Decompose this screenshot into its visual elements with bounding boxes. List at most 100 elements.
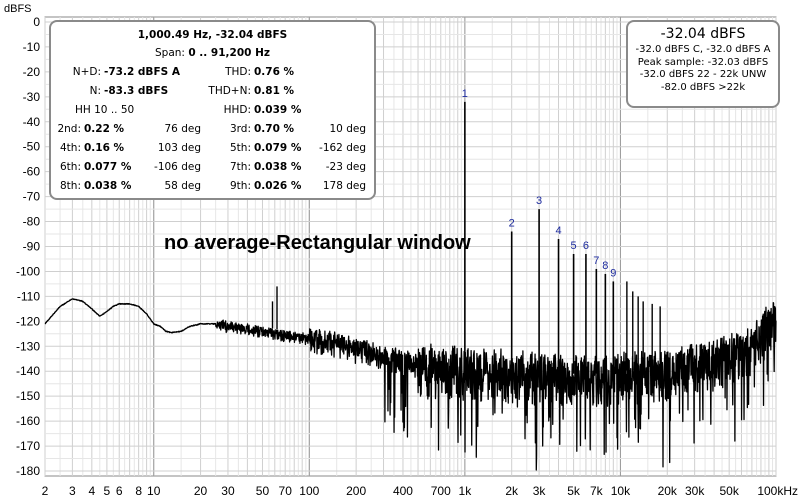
harmonic-value: 0.077 % [84, 161, 132, 173]
hhd-value: 0.039 % [254, 104, 302, 116]
x-tick-label: 400 [393, 484, 413, 498]
x-tick-labels: 2 3 4 5 6 8 10 20 30 50 70 100 200 400 700 1k 2k 3k 5k 7k 10… [42, 484, 798, 498]
x-tick-label: 1k [459, 484, 473, 498]
harmonic-value: 0.16 % [84, 142, 125, 154]
nd-label: N+D: [72, 66, 101, 78]
level-panel: -32.04 dBFS -32.0 dBFS C, -32.0 dBFS A P… [626, 20, 780, 108]
y-tick-label: -140 [16, 364, 40, 378]
harmonic-row: 8th: 0.038 % 58 deg 9th: 0.026 % 178 deg [51, 177, 374, 196]
y-tick-labels: 0 -10 -20 -30 -40 -50 -60 -70 -80 -90 -100 -110 -120… [16, 15, 40, 478]
harmonic-phase: 178 deg [322, 180, 366, 192]
harmonic-row: 2nd: 0.22 % 76 deg 3rd: 0.70 % 10 deg [51, 120, 374, 139]
x-tick-label: 3k [533, 484, 547, 498]
level-line-1: -32.0 dBFS C, -32.0 dBFS A [635, 44, 771, 55]
harmonic-label: 4 [555, 225, 561, 237]
harmonic-label: 6 [583, 240, 589, 252]
x-tick-label: 3 [69, 484, 76, 498]
span-readout: Span: 0 .. 91,200 Hz [51, 44, 374, 63]
harmonic-phase: -23 deg [325, 161, 366, 173]
harmonic-row: 4th: 0.16 % 103 deg 5th: 0.079 % -162 deg [51, 139, 374, 158]
level-line-2: Peak sample: -32.03 dBFS [637, 56, 769, 68]
fundamental-readout: 1,000.49 Hz, -32.04 dBFS [137, 29, 288, 41]
y-tick-label: -50 [23, 140, 41, 154]
hh-range-label: HH 10 .. 50 [75, 104, 135, 116]
x-tick-label: 100 [299, 484, 319, 498]
harmonic-value: 0.038 % [84, 180, 132, 192]
y-tick-label: -10 [23, 40, 41, 54]
x-tick-label: 20 [194, 484, 208, 498]
harmonic-spikes: 1 2 3 45 67 89 [254, 88, 661, 374]
x-tick-label: 50 [256, 484, 270, 498]
harmonic-label: 7 [593, 255, 599, 267]
thd-label: THD: [225, 66, 251, 78]
harmonic-label: 7th: [230, 161, 251, 173]
y-tick-label: -110 [17, 289, 40, 303]
y-tick-label: -70 [23, 190, 41, 204]
y-tick-label: -160 [16, 414, 40, 428]
y-tick-label: -90 [23, 240, 41, 254]
y-tick-label: -60 [23, 165, 41, 179]
level-main: -32.04 dBFS [660, 26, 746, 42]
thd-value: 0.76 % [254, 66, 295, 78]
harmonic-value: 0.038 % [254, 161, 302, 173]
x-tick-label: 100kHz [757, 484, 798, 498]
x-tick-label: 50k [719, 484, 739, 498]
y-tick-label: -120 [16, 314, 40, 328]
y-tick-label: -40 [23, 115, 41, 129]
harmonic-phase: -106 deg [154, 161, 201, 173]
n-thdn-row: N: -83.3 dBFS THD+N: 0.81 % [51, 82, 374, 101]
harmonic-label: 5 [571, 240, 577, 252]
y-tick-label: -150 [16, 389, 40, 403]
span-value: 0 .. 91,200 Hz [188, 47, 270, 59]
harmonic-label: 3rd: [229, 123, 251, 135]
x-tick-label: 10k [611, 484, 631, 498]
x-tick-label: 10 [147, 484, 161, 498]
n-value: -83.3 dBFS [104, 85, 169, 97]
x-tick-label: 20k [658, 484, 678, 498]
x-tick-label: 8 [135, 484, 142, 498]
x-tick-label: 6 [116, 484, 123, 498]
harmonic-label: 9 [610, 267, 616, 279]
harmonic-phase: 10 deg [329, 123, 367, 135]
harmonic-row: 6th: 0.077 % -106 deg 7th: 0.038 % -23 deg [51, 158, 374, 177]
y-tick-label: -80 [23, 215, 41, 229]
span-label: Span: [155, 47, 185, 59]
harmonic-label: 2nd: [57, 123, 81, 135]
x-tick-label: 200 [346, 484, 366, 498]
harmonic-label: 8 [602, 260, 608, 272]
y-tick-label: 0 [33, 15, 40, 29]
harmonic-value: 0.70 % [254, 123, 295, 135]
harmonic-label: 5th: [230, 142, 251, 154]
y-tick-label: -180 [16, 464, 40, 478]
x-tick-label: 2 [42, 484, 49, 498]
y-tick-label: -170 [16, 439, 40, 453]
distortion-stats-panel: 1,000.49 Hz, -32.04 dBFS Span: 0 .. 91,2… [49, 20, 376, 200]
x-tick-label: 30 [221, 484, 235, 498]
harmonic-phase: 76 deg [164, 123, 202, 135]
y-tick-label: -130 [16, 339, 40, 353]
hh-row: HH 10 .. 50 HHD: 0.039 % [51, 101, 374, 120]
harmonic-label: 6th: [60, 161, 81, 173]
spectrum-trace [44, 298, 777, 471]
x-tick-label: 2k [505, 484, 519, 498]
x-tick-label: 70 [279, 484, 293, 498]
x-tick-label: 7k [590, 484, 604, 498]
level-line-3: -32.0 dBFS 22 - 22k UNW [639, 69, 767, 80]
y-axis-title: dBFS [4, 3, 32, 15]
window-annotation: no average-Rectangular window [164, 232, 471, 254]
harmonic-label: 1 [462, 88, 468, 100]
x-tick-label: 700 [431, 484, 451, 498]
x-tick-label: 5 [104, 484, 111, 498]
y-tick-label: -30 [23, 90, 41, 104]
thdn-value: 0.81 % [254, 85, 295, 97]
hhd-label: HHD: [223, 104, 251, 116]
level-line-4: -82.0 dBFS >22k [660, 81, 746, 93]
harmonic-phase: -162 deg [319, 142, 366, 154]
nd-thd-row: N+D: -73.2 dBFS A THD: 0.76 % [51, 63, 374, 82]
harmonic-label: 9th: [230, 180, 251, 192]
harmonic-phase: 103 deg [157, 142, 201, 154]
y-tick-label: -100 [16, 264, 40, 278]
harmonic-label: 3 [536, 195, 542, 207]
harmonic-value: 0.026 % [254, 180, 302, 192]
harmonic-value: 0.22 % [84, 123, 125, 135]
